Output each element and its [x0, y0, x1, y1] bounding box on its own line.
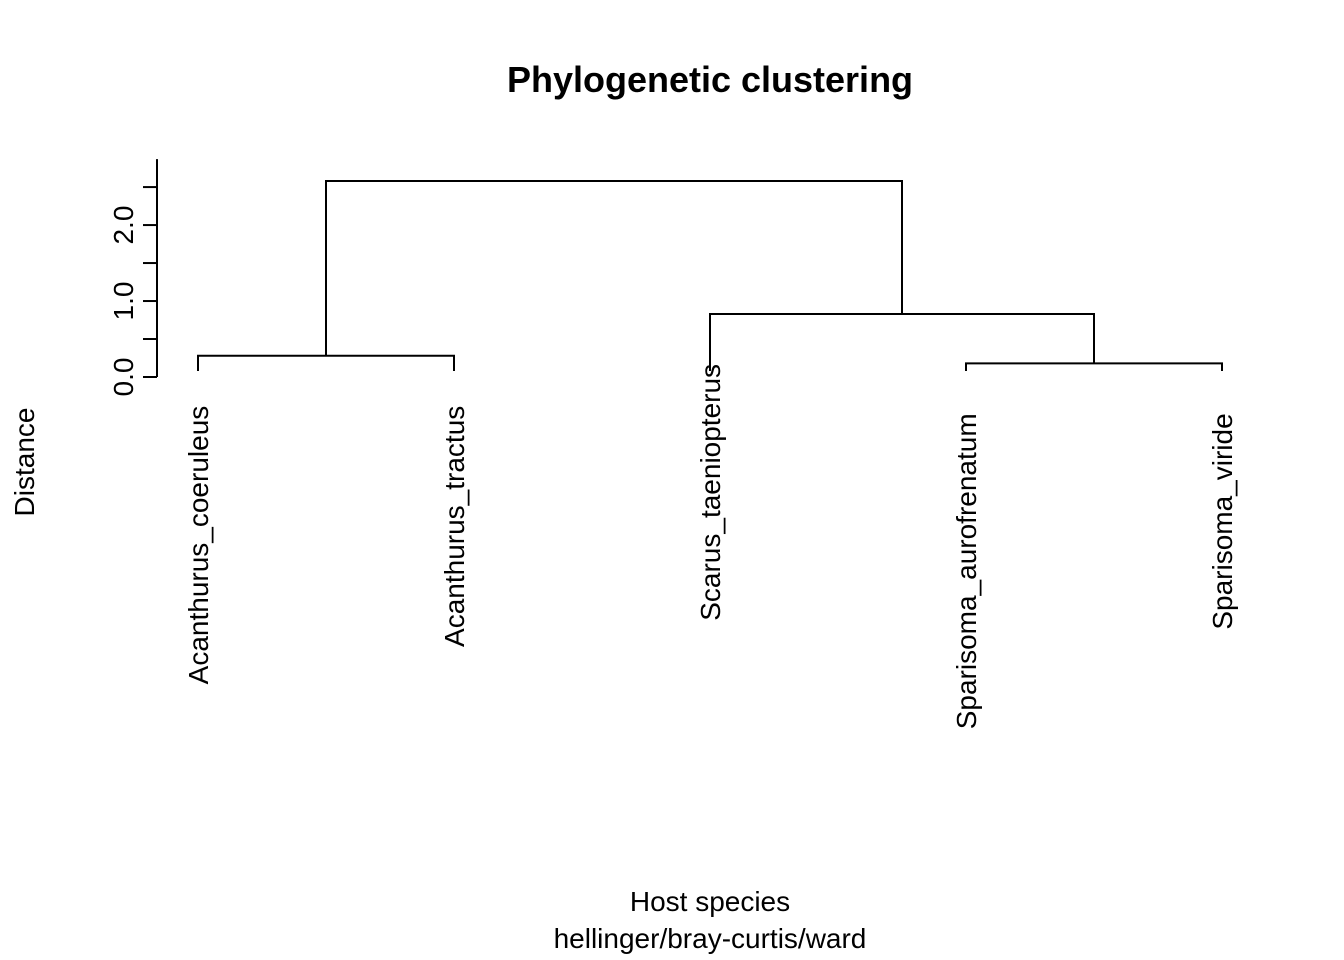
- leaf-label: Sparisoma_viride: [1207, 413, 1238, 629]
- y-tick-label: 1.0: [108, 282, 139, 321]
- y-axis-title: Distance: [9, 408, 40, 517]
- leaf-label: Scarus_taeniopterus: [695, 364, 726, 621]
- leaf-labels: Acanthurus_coeruleus Acanthurus_tractus Sc…: [183, 364, 1238, 729]
- chart-title: Phylogenetic clustering: [507, 59, 913, 100]
- x-axis-title: Host species: [630, 886, 790, 917]
- dendrogram-merge-2: [709, 312, 1095, 371]
- leaf-label: Acanthurus_coeruleus: [183, 406, 214, 685]
- dendrogram-tree: [197, 180, 1223, 371]
- leaf-label: Sparisoma_aurofrenatum: [951, 413, 982, 729]
- y-axis: 0.0 1.0 2.0: [108, 159, 158, 397]
- dendrogram-merge-0: [197, 354, 455, 371]
- x-axis-subtitle: hellinger/bray-curtis/ward: [554, 923, 867, 954]
- y-tick-label: 0.0: [108, 358, 139, 397]
- dendrogram-merge-3: [325, 180, 903, 356]
- y-tick-label: 2.0: [108, 206, 139, 245]
- leaf-label: Acanthurus_tractus: [439, 406, 470, 647]
- dendrogram-merge-1: [965, 362, 1223, 371]
